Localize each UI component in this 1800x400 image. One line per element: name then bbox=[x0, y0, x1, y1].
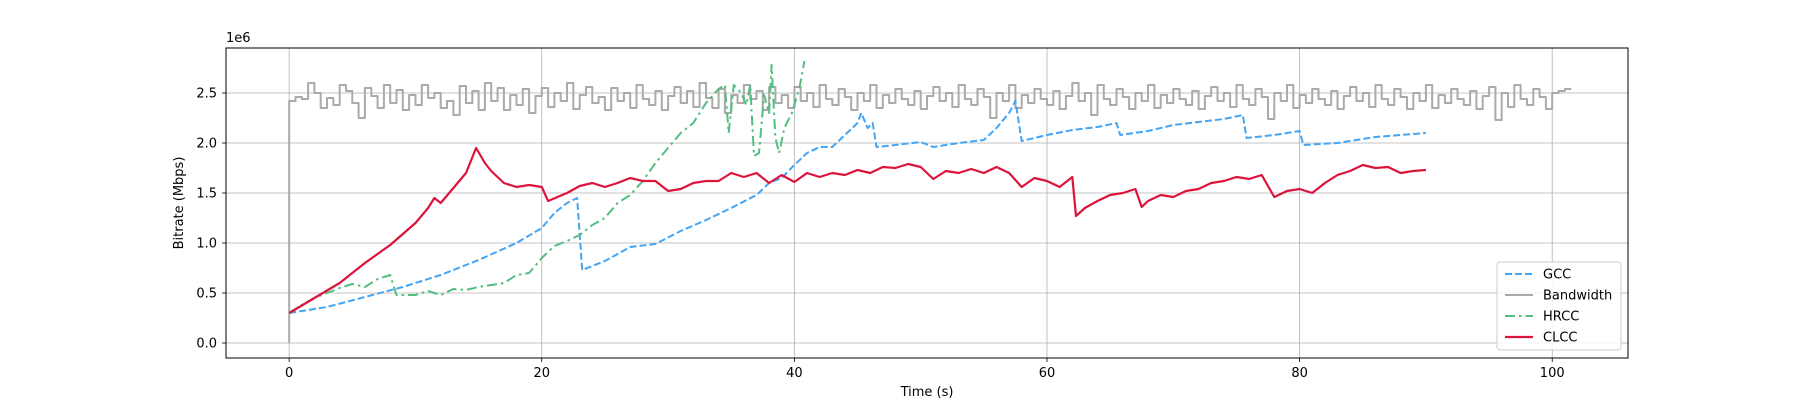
legend-label-hrcc: HRCC bbox=[1543, 310, 1579, 325]
y-axis-label: Bitrate (Mbps) bbox=[172, 157, 187, 250]
x-tick-label: 40 bbox=[786, 366, 803, 381]
tick-layer: 0 20 40 60 80 100 0.0 0.5 1.0 1.5 2.0 2.5 bbox=[196, 87, 1564, 382]
x-axis-label: Time (s) bbox=[900, 385, 954, 400]
series-layer bbox=[288, 60, 1572, 343]
series-line-gcc bbox=[289, 100, 1426, 314]
x-tick-label: 0 bbox=[285, 366, 293, 381]
x-tick-label: 60 bbox=[1039, 366, 1056, 381]
legend-label-gcc: GCC bbox=[1543, 268, 1571, 283]
x-tick-label: 20 bbox=[533, 366, 550, 381]
series-line-bandwidth bbox=[288, 82, 1572, 343]
plot-area-frame bbox=[225, 47, 1629, 359]
legend-label-clcc: CLCC bbox=[1543, 331, 1577, 346]
y-tick-label: 2.5 bbox=[196, 87, 217, 102]
grid-layer bbox=[226, 48, 1628, 358]
y-tick-label: 0.0 bbox=[196, 337, 217, 352]
y-axis-offset-label: 1e6 bbox=[226, 31, 251, 46]
x-tick-label: 100 bbox=[1540, 366, 1565, 381]
legend-label-bandwidth: Bandwidth bbox=[1543, 289, 1612, 304]
y-tick-label: 0.5 bbox=[196, 287, 217, 302]
x-tick-label: 80 bbox=[1291, 366, 1308, 381]
series-line-hrcc bbox=[288, 60, 806, 314]
y-tick-label: 1.0 bbox=[196, 237, 217, 252]
y-tick-label: 1.5 bbox=[196, 187, 217, 202]
series-line-clcc bbox=[288, 146, 1426, 314]
legend: GCC Bandwidth HRCC CLCC bbox=[1496, 261, 1622, 351]
y-tick-label: 2.0 bbox=[196, 137, 217, 152]
legend-box bbox=[1496, 261, 1622, 351]
